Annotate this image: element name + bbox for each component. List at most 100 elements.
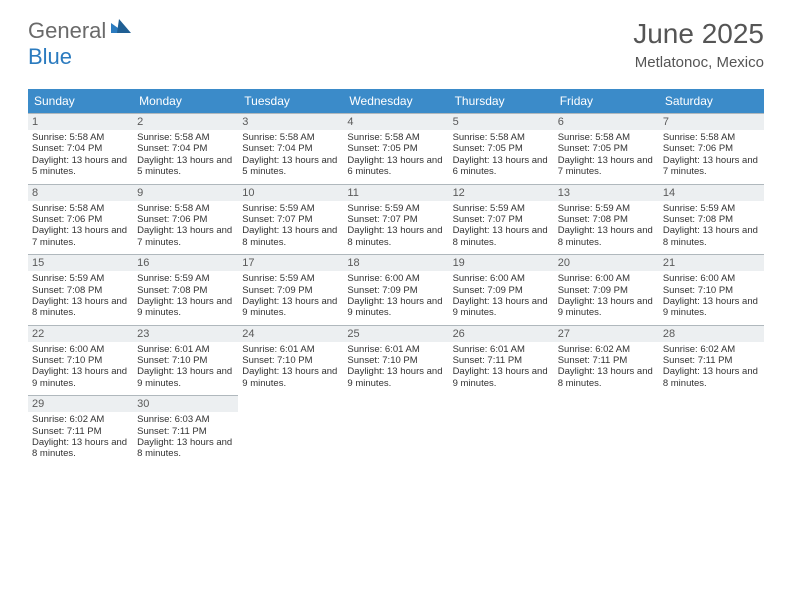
calendar-week: 22 Sunrise: 6:00 AMSunset: 7:10 PMDayligh…: [28, 325, 764, 396]
day-sun-info: Sunrise: 5:58 AMSunset: 7:05 PMDaylight:…: [558, 132, 655, 178]
day-sun-info: Sunrise: 5:58 AMSunset: 7:05 PMDaylight:…: [347, 132, 444, 178]
day-sun-info: Sunrise: 5:58 AMSunset: 7:04 PMDaylight:…: [242, 132, 339, 178]
day-number: 29: [28, 395, 133, 412]
calendar-day: 25 Sunrise: 6:01 AMSunset: 7:10 PMDayligh…: [343, 325, 448, 396]
day-number: 16: [133, 254, 238, 271]
day-header: Tuesday: [238, 89, 343, 113]
calendar-day: 1 Sunrise: 5:58 AMSunset: 7:04 PMDaylight…: [28, 113, 133, 184]
calendar-day: 14 Sunrise: 5:59 AMSunset: 7:08 PMDayligh…: [659, 184, 764, 255]
calendar-day: 4 Sunrise: 5:58 AMSunset: 7:05 PMDaylight…: [343, 113, 448, 184]
calendar-day: 24 Sunrise: 6:01 AMSunset: 7:10 PMDayligh…: [238, 325, 343, 396]
day-number: 5: [449, 113, 554, 130]
day-number: 24: [238, 325, 343, 342]
day-header: Saturday: [659, 89, 764, 113]
day-number: 21: [659, 254, 764, 271]
calendar-day: 30Sunrise: 6:03 AMSunset: 7:11 PMDayligh…: [133, 395, 238, 466]
day-sun-info: Sunrise: 5:58 AMSunset: 7:06 PMDaylight:…: [32, 203, 129, 249]
logo-mark-icon: [111, 19, 133, 40]
day-number: 1: [28, 113, 133, 130]
calendar-day: 23 Sunrise: 6:01 AMSunset: 7:10 PMDayligh…: [133, 325, 238, 396]
day-number: 12: [449, 184, 554, 201]
calendar-week: 15Sunrise: 5:59 AMSunset: 7:08 PMDayligh…: [28, 254, 764, 325]
calendar-table: SundayMondayTuesdayWednesdayThursdayFrid…: [28, 89, 764, 466]
day-sun-info: Sunrise: 5:59 AMSunset: 7:08 PMDaylight:…: [32, 273, 129, 319]
day-number: 3: [238, 113, 343, 130]
calendar-day: 9 Sunrise: 5:58 AMSunset: 7:06 PMDaylight…: [133, 184, 238, 255]
day-sun-info: Sunrise: 6:01 AMSunset: 7:10 PMDaylight:…: [347, 344, 444, 390]
day-sun-info: Sunrise: 6:01 AMSunset: 7:10 PMDaylight:…: [242, 344, 339, 390]
logo-text-blue: Blue: [28, 44, 72, 69]
day-sun-info: Sunrise: 5:58 AMSunset: 7:06 PMDaylight:…: [663, 132, 760, 178]
calendar-day: 8 Sunrise: 5:58 AMSunset: 7:06 PMDaylight…: [28, 184, 133, 255]
calendar-day: 27 Sunrise: 6:02 AMSunset: 7:11 PMDayligh…: [554, 325, 659, 396]
calendar-day: 5 Sunrise: 5:58 AMSunset: 7:05 PMDaylight…: [449, 113, 554, 184]
day-header: Thursday: [449, 89, 554, 113]
day-sun-info: Sunrise: 6:02 AMSunset: 7:11 PMDaylight:…: [32, 414, 129, 460]
calendar-day: 16 Sunrise: 5:59 AMSunset: 7:08 PMDayligh…: [133, 254, 238, 325]
day-sun-info: Sunrise: 6:00 AMSunset: 7:09 PMDaylight:…: [347, 273, 444, 319]
day-header: Monday: [133, 89, 238, 113]
day-number: 30: [133, 395, 238, 412]
day-number: 2: [133, 113, 238, 130]
calendar-day: 7 Sunrise: 5:58 AMSunset: 7:06 PMDaylight…: [659, 113, 764, 184]
day-sun-info: Sunrise: 5:58 AMSunset: 7:04 PMDaylight:…: [32, 132, 129, 178]
calendar-day: ..: [343, 395, 448, 466]
calendar-day: 2 Sunrise: 5:58 AMSunset: 7:04 PMDaylight…: [133, 113, 238, 184]
day-number: 22: [28, 325, 133, 342]
calendar-day: 15Sunrise: 5:59 AMSunset: 7:08 PMDayligh…: [28, 254, 133, 325]
calendar-day: 19 Sunrise: 6:00 AMSunset: 7:09 PMDayligh…: [449, 254, 554, 325]
day-sun-info: Sunrise: 6:02 AMSunset: 7:11 PMDaylight:…: [558, 344, 655, 390]
calendar-day: ..: [554, 395, 659, 466]
location-label: Metlatonoc, Mexico: [633, 54, 764, 71]
logo-text-general: General: [28, 18, 106, 44]
logo: General: [28, 18, 135, 44]
day-number: 19: [449, 254, 554, 271]
title-block: June 2025 Metlatonoc, Mexico: [633, 18, 764, 71]
day-number: 17: [238, 254, 343, 271]
calendar-day: ..: [659, 395, 764, 466]
day-number: 9: [133, 184, 238, 201]
day-sun-info: Sunrise: 5:59 AMSunset: 7:08 PMDaylight:…: [558, 203, 655, 249]
day-number: 8: [28, 184, 133, 201]
day-sun-info: Sunrise: 6:01 AMSunset: 7:10 PMDaylight:…: [137, 344, 234, 390]
calendar-week: 8Sunrise: 5:58 AMSunset: 7:06 PMDaylight…: [28, 184, 764, 255]
day-number: 4: [343, 113, 448, 130]
day-sun-info: Sunrise: 5:58 AMSunset: 7:04 PMDaylight:…: [137, 132, 234, 178]
day-sun-info: Sunrise: 5:59 AMSunset: 7:08 PMDaylight:…: [663, 203, 760, 249]
day-number: 7: [659, 113, 764, 130]
calendar-day: 10 Sunrise: 5:59 AMSunset: 7:07 PMDayligh…: [238, 184, 343, 255]
day-sun-info: Sunrise: 5:58 AMSunset: 7:06 PMDaylight:…: [137, 203, 234, 249]
day-sun-info: Sunrise: 6:00 AMSunset: 7:10 PMDaylight:…: [32, 344, 129, 390]
day-number: 13: [554, 184, 659, 201]
day-number: 26: [449, 325, 554, 342]
day-header: Sunday: [28, 89, 133, 113]
calendar-day: 13 Sunrise: 5:59 AMSunset: 7:08 PMDayligh…: [554, 184, 659, 255]
calendar-day: ..: [238, 395, 343, 466]
day-number: 6: [554, 113, 659, 130]
calendar-day: 6 Sunrise: 5:58 AMSunset: 7:05 PMDaylight…: [554, 113, 659, 184]
day-sun-info: Sunrise: 6:00 AMSunset: 7:09 PMDaylight:…: [453, 273, 550, 319]
calendar-day: 22 Sunrise: 6:00 AMSunset: 7:10 PMDayligh…: [28, 325, 133, 396]
day-sun-info: Sunrise: 5:58 AMSunset: 7:05 PMDaylight:…: [453, 132, 550, 178]
day-header: Wednesday: [343, 89, 448, 113]
day-number: 25: [343, 325, 448, 342]
day-sun-info: Sunrise: 5:59 AMSunset: 7:07 PMDaylight:…: [242, 203, 339, 249]
day-number: 18: [343, 254, 448, 271]
day-sun-info: Sunrise: 6:00 AMSunset: 7:09 PMDaylight:…: [558, 273, 655, 319]
calendar-day: 20 Sunrise: 6:00 AMSunset: 7:09 PMDayligh…: [554, 254, 659, 325]
calendar-day: 18 Sunrise: 6:00 AMSunset: 7:09 PMDayligh…: [343, 254, 448, 325]
day-sun-info: Sunrise: 5:59 AMSunset: 7:08 PMDaylight:…: [137, 273, 234, 319]
day-sun-info: Sunrise: 5:59 AMSunset: 7:07 PMDaylight:…: [347, 203, 444, 249]
day-number: 23: [133, 325, 238, 342]
calendar-week: 1Sunrise: 5:58 AMSunset: 7:04 PMDaylight…: [28, 113, 764, 184]
day-sun-info: Sunrise: 5:59 AMSunset: 7:07 PMDaylight:…: [453, 203, 550, 249]
calendar-day: 3 Sunrise: 5:58 AMSunset: 7:04 PMDaylight…: [238, 113, 343, 184]
day-number: 14: [659, 184, 764, 201]
day-number: 20: [554, 254, 659, 271]
calendar-week: 29 Sunrise: 6:02 AMSunset: 7:11 PMDayligh…: [28, 395, 764, 466]
calendar-day: ..: [449, 395, 554, 466]
day-header-row: SundayMondayTuesdayWednesdayThursdayFrid…: [28, 89, 764, 113]
day-number: 27: [554, 325, 659, 342]
day-sun-info: Sunrise: 6:01 AMSunset: 7:11 PMDaylight:…: [453, 344, 550, 390]
day-number: 10: [238, 184, 343, 201]
